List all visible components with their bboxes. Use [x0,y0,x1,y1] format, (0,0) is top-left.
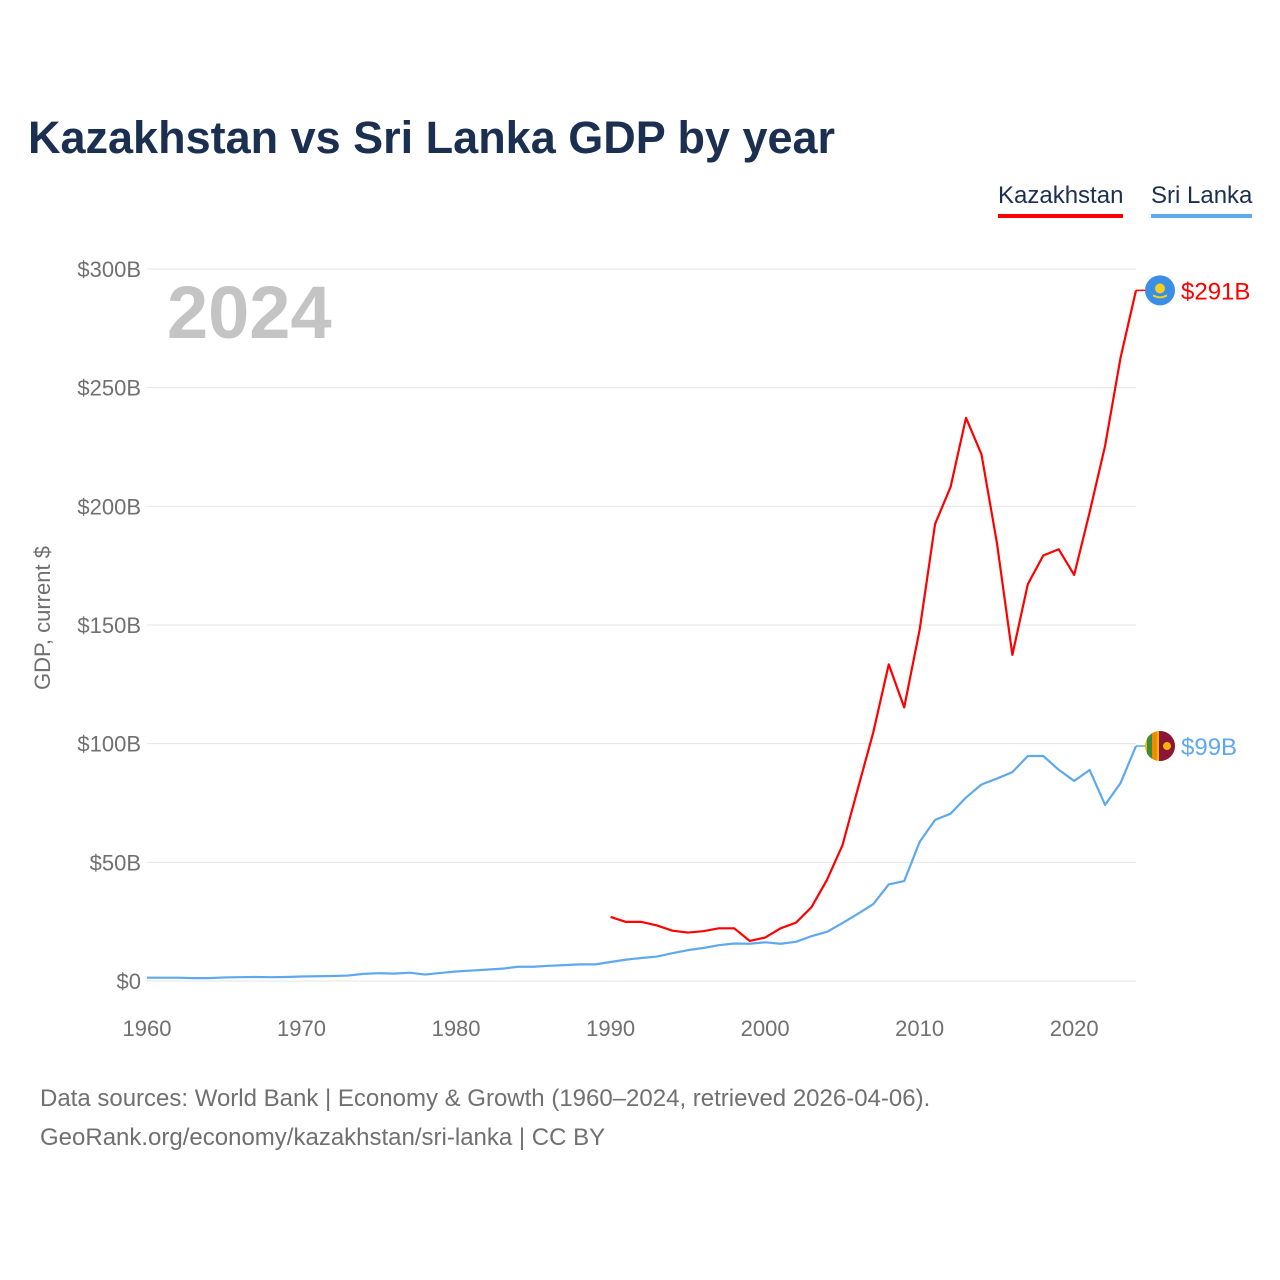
x-tick-label: 1990 [586,1016,635,1041]
flag-eagle [1152,294,1168,299]
x-tick-label: 1970 [277,1016,326,1041]
series-line-sri-lanka [147,745,1138,980]
y-tick-label: $200B [77,494,141,519]
gridlines [147,268,1136,982]
line-chart: $0 $50B $100B $150B $200B $250B $300B 1960 1970… [30,257,1250,1041]
series-line-kazakhstan [610,290,1138,942]
y-tick-label: $300B [77,257,141,282]
x-axis-ticks: 1960 1970 1980 1990 2000 2010 2020 [123,1016,1099,1041]
flag-sun [1155,283,1165,294]
end-value-label: $99B [1181,734,1237,761]
x-tick-label: 2020 [1050,1016,1099,1041]
flag-lion [1163,742,1171,751]
year-watermark: 2024 [167,271,332,354]
y-tick-label: $150B [77,613,141,638]
x-tick-label: 2010 [895,1016,944,1041]
y-tick-label: $250B [77,376,141,401]
flag-green-stripe [1147,731,1152,762]
flag-body [1145,731,1175,762]
footer-source: Data sources: World Bank | Economy & Gro… [40,1085,931,1112]
x-tick-label: 1980 [432,1016,481,1041]
sri-lanka-flag-icon [1145,731,1175,762]
chart-title: Kazakhstan vs Sri Lanka GDP by year [28,112,836,163]
y-axis-label: GDP, current $ [30,546,55,690]
y-axis-ticks: $0 $50B $100B $150B $200B $250B $300B [77,257,141,994]
x-tick-label: 1960 [123,1016,172,1041]
legend-item-sri-lanka[interactable]: Sri Lanka [1151,182,1253,218]
legend-item-kazakhstan[interactable]: Kazakhstan [998,182,1124,218]
end-value-label: $291B [1181,278,1250,305]
x-tick-label: 2000 [741,1016,790,1041]
series-lines: $291B $99B [147,275,1250,980]
y-tick-label: $0 [117,969,141,994]
kazakhstan-flag-icon [1145,275,1175,306]
footer-link[interactable]: GeoRank.org/economy/kazakhstan/sri-lanka… [40,1124,606,1151]
flag-orange-stripe [1152,731,1157,762]
y-tick-label: $100B [77,732,141,757]
y-tick-label: $50B [90,850,141,875]
